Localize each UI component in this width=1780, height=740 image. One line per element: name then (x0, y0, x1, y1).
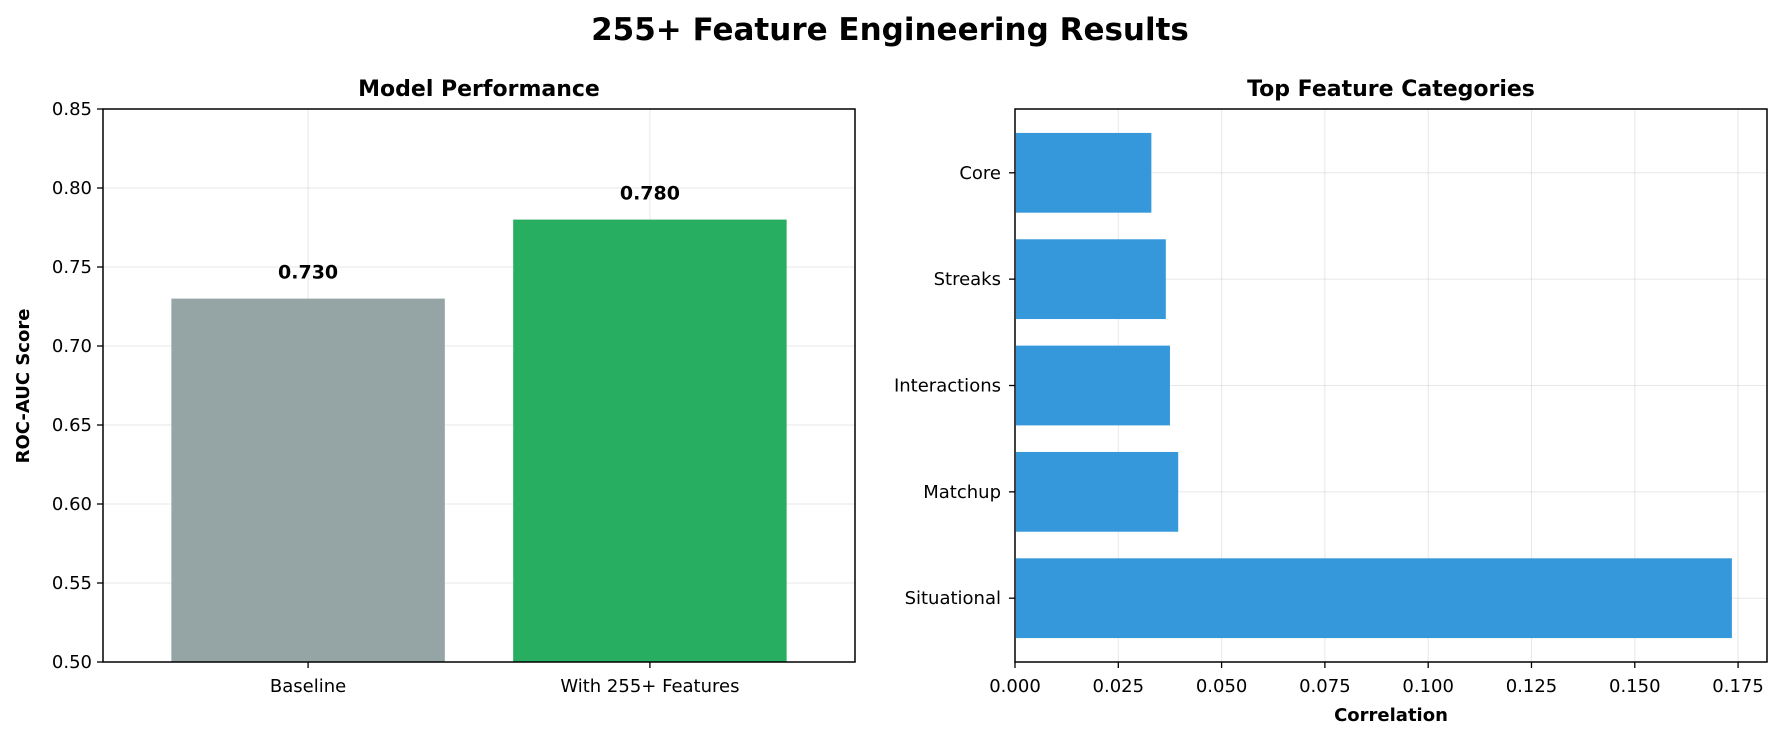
x-tick-label: Baseline (270, 676, 346, 697)
y-tick-label: 0.80 (52, 178, 92, 199)
y-tick-label: Situational (905, 588, 1001, 609)
y-tick-label: Interactions (894, 376, 1001, 397)
x-tick-label: 0.000 (989, 676, 1041, 697)
bar-situational (1016, 558, 1732, 639)
left-x-ticks: Baseline With 255+ Features (270, 662, 739, 697)
x-tick-label: 0.175 (1712, 676, 1764, 697)
bar-interactions (1016, 345, 1170, 426)
x-tick-label: 0.150 (1609, 676, 1661, 697)
left-y-axis-label: ROC-AUC Score (13, 309, 34, 464)
x-tick-label: With 255+ Features (560, 676, 739, 697)
left-data-labels: 0.730 0.780 (278, 183, 680, 284)
left-axes-frame (102, 108, 856, 663)
y-tick-label: 0.50 (52, 652, 92, 673)
right-chart-title: Top Feature Categories (1247, 77, 1535, 102)
y-tick-label: 0.55 (52, 573, 92, 594)
y-tick-label: Core (959, 163, 1001, 184)
left-chart-title: Model Performance (358, 77, 600, 102)
y-tick-label: Matchup (923, 482, 1001, 503)
x-tick-label: 0.075 (1299, 676, 1351, 697)
data-label: 0.780 (620, 183, 680, 205)
left-y-ticks: 0.50 0.55 0.60 0.65 0.70 0.75 0.80 0.85 (52, 99, 103, 673)
x-tick-label: 0.100 (1402, 676, 1454, 697)
bar-baseline (171, 298, 445, 662)
bar-streaks (1016, 239, 1166, 320)
x-tick-label: 0.025 (1093, 676, 1145, 697)
left-bars (171, 219, 787, 662)
y-tick-label: Streaks (934, 269, 1001, 290)
bar-core (1016, 132, 1152, 213)
x-tick-label: 0.125 (1506, 676, 1558, 697)
top-feature-categories-chart: Core Streaks Interactions Matchup Situationa… (894, 77, 1768, 726)
x-tick-label: 0.050 (1196, 676, 1248, 697)
y-tick-label: 0.65 (52, 415, 92, 436)
right-bars (1016, 132, 1732, 639)
bar-with-255-features (513, 219, 787, 662)
data-label: 0.730 (278, 262, 338, 284)
bar-matchup (1016, 451, 1179, 532)
right-x-ticks: 0.000 0.025 0.050 0.075 0.100 0.125 0.150 0.175 (989, 662, 1764, 697)
right-x-axis-label: Correlation (1334, 705, 1448, 726)
y-tick-label: 0.60 (52, 494, 92, 515)
y-tick-label: 0.70 (52, 336, 92, 357)
y-tick-label: 0.75 (52, 257, 92, 278)
right-y-ticks: Core Streaks Interactions Matchup Situationa… (894, 163, 1015, 609)
figure-title: 255+ Feature Engineering Results (591, 12, 1189, 48)
y-tick-label: 0.85 (52, 99, 92, 120)
